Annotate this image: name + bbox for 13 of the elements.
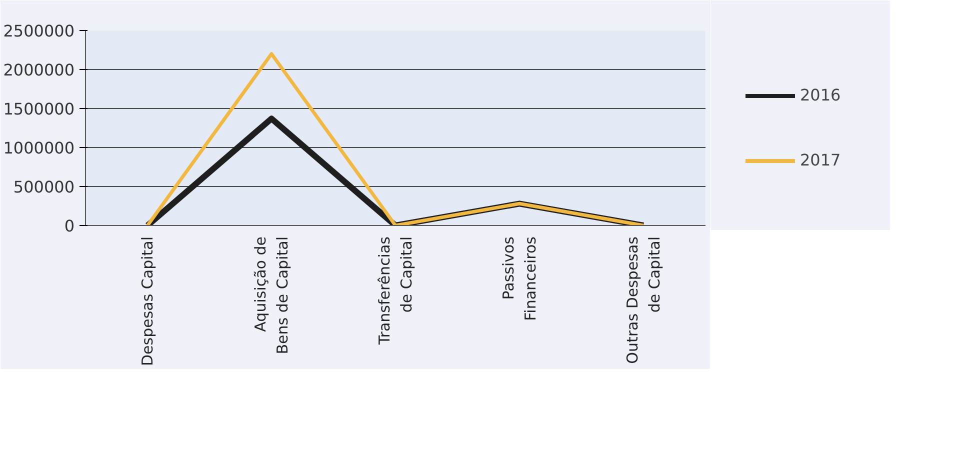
y-tick-label: 500000 (13, 178, 74, 196)
x-tick-label: Outras Despesas de Capital (624, 236, 664, 364)
x-tick-label: Passivos Financeiros (500, 236, 540, 321)
y-tick-label: 0 (64, 216, 75, 236)
y-tick-label: 2500000 (3, 22, 75, 40)
x-tick-label: Aquisição de Bens de Capital (252, 236, 292, 354)
y-tick-label: 1500000 (3, 100, 75, 118)
y-tick-label: 2000000 (3, 60, 75, 80)
y-tick-label: 1000000 (3, 138, 75, 158)
x-tick-label: Transferências de Capital (376, 236, 416, 346)
legend-label: 2017 (800, 150, 841, 170)
x-tick-label: Despesas Capital (138, 236, 156, 366)
legend-label: 2016 (800, 86, 841, 104)
